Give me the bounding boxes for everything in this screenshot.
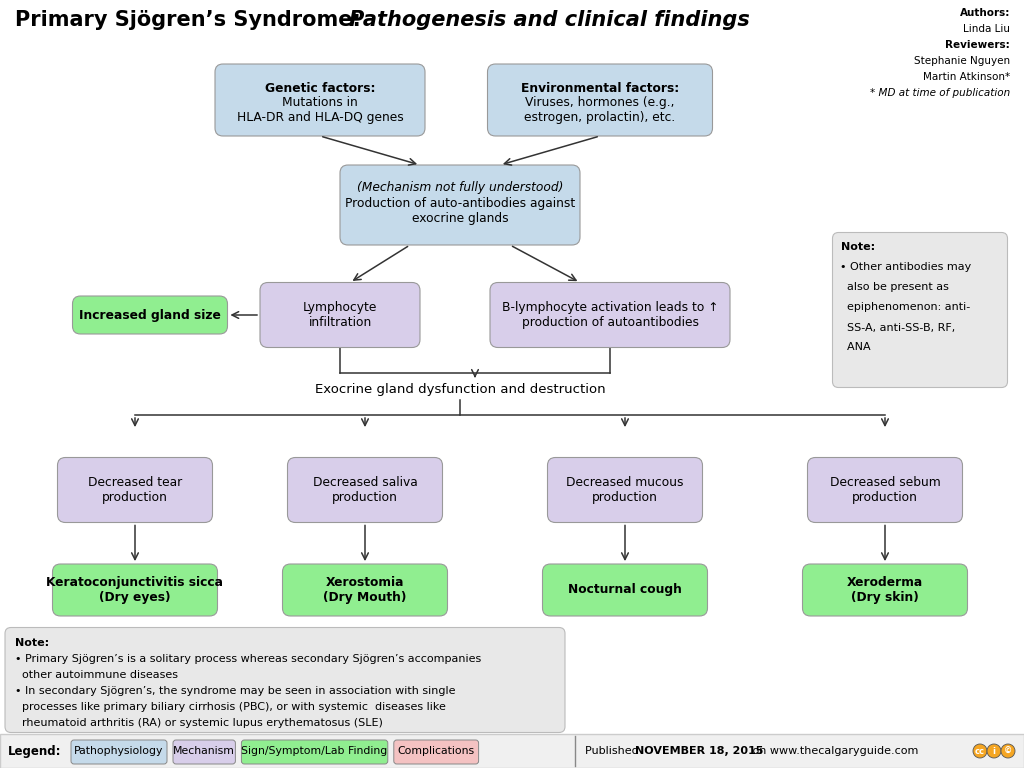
Text: Note:: Note: [15, 637, 49, 647]
FancyBboxPatch shape [803, 564, 968, 616]
Text: Viruses, hormones (e.g.,
estrogen, prolactin), etc.: Viruses, hormones (e.g., estrogen, prola… [524, 96, 676, 124]
Text: Legend:: Legend: [8, 744, 61, 757]
Text: Martin Atkinson*: Martin Atkinson* [923, 72, 1010, 82]
Text: • Other antibodies may: • Other antibodies may [841, 263, 972, 273]
Circle shape [973, 744, 987, 758]
FancyBboxPatch shape [52, 564, 217, 616]
Text: Exocrine gland dysfunction and destruction: Exocrine gland dysfunction and destructi… [314, 383, 605, 396]
Text: Lymphocyte
infiltration: Lymphocyte infiltration [303, 301, 377, 329]
Bar [0, 734, 1024, 768]
FancyBboxPatch shape [283, 564, 447, 616]
Text: Linda Liu: Linda Liu [963, 24, 1010, 34]
FancyBboxPatch shape [833, 233, 1008, 388]
FancyBboxPatch shape [5, 627, 565, 733]
Text: B-lymphocyte activation leads to ↑
production of autoantibodies: B-lymphocyte activation leads to ↑ produ… [502, 301, 718, 329]
FancyBboxPatch shape [543, 564, 708, 616]
FancyBboxPatch shape [490, 283, 730, 347]
FancyBboxPatch shape [340, 165, 580, 245]
Text: Stephanie Nguyen: Stephanie Nguyen [913, 56, 1010, 66]
Text: on www.thecalgaryguide.com: on www.thecalgaryguide.com [749, 746, 919, 756]
FancyBboxPatch shape [71, 740, 167, 764]
Text: Increased gland size: Increased gland size [79, 309, 221, 322]
Text: rheumatoid arthritis (RA) or systemic lupus erythematosus (SLE): rheumatoid arthritis (RA) or systemic lu… [15, 717, 383, 727]
Text: Pathogenesis and clinical findings: Pathogenesis and clinical findings [349, 10, 750, 30]
Text: (Mechanism not fully understood): (Mechanism not fully understood) [356, 180, 563, 194]
Text: cc: cc [975, 746, 985, 756]
FancyBboxPatch shape [73, 296, 227, 334]
FancyBboxPatch shape [548, 458, 702, 522]
Circle shape [1001, 744, 1015, 758]
Text: other autoimmune diseases: other autoimmune diseases [15, 670, 178, 680]
Text: ANA: ANA [841, 343, 871, 353]
FancyBboxPatch shape [394, 740, 478, 764]
Text: Reviewers:: Reviewers: [945, 40, 1010, 50]
Text: Decreased tear
production: Decreased tear production [88, 476, 182, 504]
Text: ©: © [1004, 746, 1012, 756]
Text: * MD at time of publication: * MD at time of publication [869, 88, 1010, 98]
Text: Decreased mucous
production: Decreased mucous production [566, 476, 684, 504]
Text: Sign/Symptom/Lab Finding: Sign/Symptom/Lab Finding [242, 746, 388, 756]
Text: Authors:: Authors: [959, 8, 1010, 18]
FancyBboxPatch shape [242, 740, 388, 764]
Text: processes like primary biliary cirrhosis (PBC), or with systemic  diseases like: processes like primary biliary cirrhosis… [15, 701, 445, 711]
Text: Mechanism: Mechanism [173, 746, 236, 756]
Text: Mutations in
HLA-DR and HLA-DQ genes: Mutations in HLA-DR and HLA-DQ genes [237, 96, 403, 124]
Text: SS-A, anti-SS-B, RF,: SS-A, anti-SS-B, RF, [841, 323, 955, 333]
Text: Keratoconjunctivitis sicca
(Dry eyes): Keratoconjunctivitis sicca (Dry eyes) [46, 576, 223, 604]
Text: Genetic factors:: Genetic factors: [265, 81, 375, 94]
FancyBboxPatch shape [808, 458, 963, 522]
Text: Production of auto-antibodies against
exocrine glands: Production of auto-antibodies against ex… [345, 197, 575, 225]
Text: Xeroderma
(Dry skin): Xeroderma (Dry skin) [847, 576, 923, 604]
Text: Environmental factors:: Environmental factors: [521, 81, 679, 94]
Circle shape [987, 744, 1001, 758]
Text: Primary Sjögren’s Syndrome:: Primary Sjögren’s Syndrome: [15, 10, 368, 30]
FancyBboxPatch shape [260, 283, 420, 347]
Text: Xerostomia
(Dry Mouth): Xerostomia (Dry Mouth) [324, 576, 407, 604]
FancyBboxPatch shape [57, 458, 213, 522]
Text: NOVEMBER 18, 2015: NOVEMBER 18, 2015 [635, 746, 763, 756]
Text: • Primary Sjögren’s is a solitary process whereas secondary Sjögren’s accompanie: • Primary Sjögren’s is a solitary proces… [15, 654, 481, 664]
Text: Nocturnal cough: Nocturnal cough [568, 584, 682, 597]
Text: i: i [992, 746, 995, 756]
Text: Published: Published [585, 746, 642, 756]
Text: • In secondary Sjögren’s, the syndrome may be seen in association with single: • In secondary Sjögren’s, the syndrome m… [15, 686, 456, 696]
Text: Complications: Complications [397, 746, 475, 756]
Text: Note:: Note: [841, 243, 874, 253]
Text: epiphenomenon: anti-: epiphenomenon: anti- [841, 303, 971, 313]
FancyBboxPatch shape [487, 64, 713, 136]
FancyBboxPatch shape [215, 64, 425, 136]
FancyBboxPatch shape [288, 458, 442, 522]
Text: Decreased sebum
production: Decreased sebum production [829, 476, 940, 504]
Text: also be present as: also be present as [841, 283, 949, 293]
Text: —: — [350, 10, 351, 11]
Text: Pathophysiology: Pathophysiology [75, 746, 164, 756]
FancyBboxPatch shape [173, 740, 236, 764]
Text: Decreased saliva
production: Decreased saliva production [312, 476, 418, 504]
